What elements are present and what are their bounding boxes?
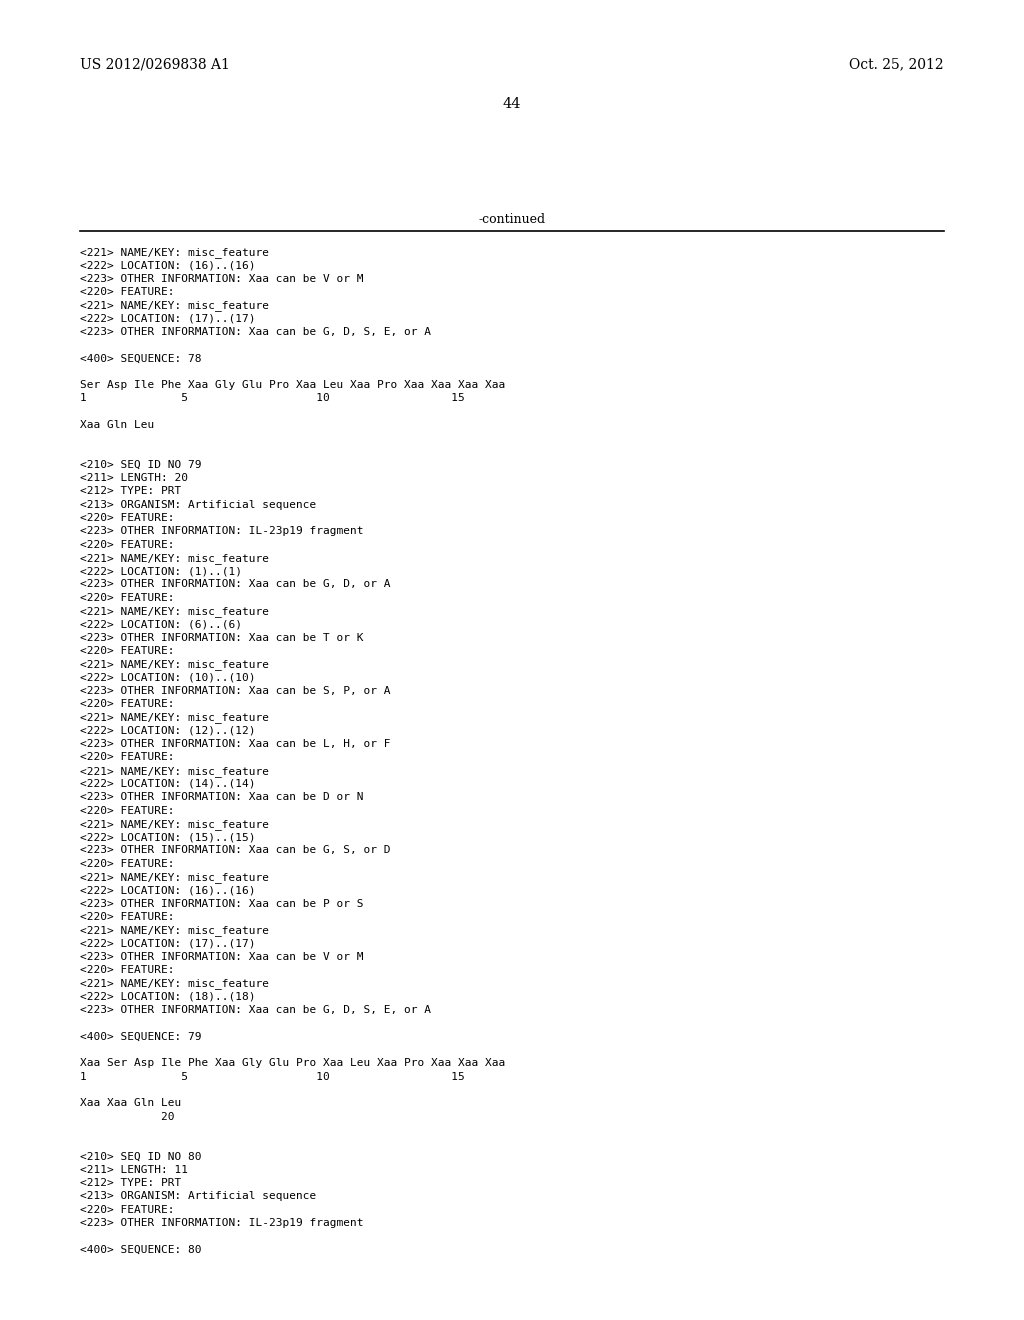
- Text: <212> TYPE: PRT: <212> TYPE: PRT: [80, 486, 181, 496]
- Text: <222> LOCATION: (16)..(16): <222> LOCATION: (16)..(16): [80, 886, 256, 895]
- Text: <212> TYPE: PRT: <212> TYPE: PRT: [80, 1177, 181, 1188]
- Text: Ser Asp Ile Phe Xaa Gly Glu Pro Xaa Leu Xaa Pro Xaa Xaa Xaa Xaa: Ser Asp Ile Phe Xaa Gly Glu Pro Xaa Leu …: [80, 380, 505, 389]
- Text: <222> LOCATION: (17)..(17): <222> LOCATION: (17)..(17): [80, 314, 256, 323]
- Text: <222> LOCATION: (16)..(16): <222> LOCATION: (16)..(16): [80, 260, 256, 271]
- Text: <223> OTHER INFORMATION: IL-23p19 fragment: <223> OTHER INFORMATION: IL-23p19 fragme…: [80, 527, 364, 536]
- Text: <221> NAME/KEY: misc_feature: <221> NAME/KEY: misc_feature: [80, 606, 269, 616]
- Text: <222> LOCATION: (10)..(10): <222> LOCATION: (10)..(10): [80, 673, 256, 682]
- Text: <210> SEQ ID NO 79: <210> SEQ ID NO 79: [80, 459, 202, 470]
- Text: <213> ORGANISM: Artificial sequence: <213> ORGANISM: Artificial sequence: [80, 1192, 316, 1201]
- Text: Xaa Xaa Gln Leu: Xaa Xaa Gln Leu: [80, 1098, 181, 1109]
- Text: Oct. 25, 2012: Oct. 25, 2012: [849, 57, 944, 71]
- Text: <221> NAME/KEY: misc_feature: <221> NAME/KEY: misc_feature: [80, 713, 269, 723]
- Text: <211> LENGTH: 20: <211> LENGTH: 20: [80, 473, 188, 483]
- Text: <221> NAME/KEY: misc_feature: <221> NAME/KEY: misc_feature: [80, 818, 269, 830]
- Text: 20: 20: [80, 1111, 174, 1122]
- Text: <213> ORGANISM: Artificial sequence: <213> ORGANISM: Artificial sequence: [80, 500, 316, 510]
- Text: <221> NAME/KEY: misc_feature: <221> NAME/KEY: misc_feature: [80, 300, 269, 312]
- Text: <221> NAME/KEY: misc_feature: <221> NAME/KEY: misc_feature: [80, 978, 269, 990]
- Text: <220> FEATURE:: <220> FEATURE:: [80, 593, 174, 603]
- Text: <400> SEQUENCE: 78: <400> SEQUENCE: 78: [80, 354, 202, 363]
- Text: <223> OTHER INFORMATION: Xaa can be V or M: <223> OTHER INFORMATION: Xaa can be V or…: [80, 952, 364, 962]
- Text: 1              5                   10                  15: 1 5 10 15: [80, 1072, 465, 1081]
- Text: <220> FEATURE:: <220> FEATURE:: [80, 513, 174, 523]
- Text: <223> OTHER INFORMATION: Xaa can be T or K: <223> OTHER INFORMATION: Xaa can be T or…: [80, 632, 364, 643]
- Text: <220> FEATURE:: <220> FEATURE:: [80, 540, 174, 549]
- Text: <223> OTHER INFORMATION: Xaa can be G, D, or A: <223> OTHER INFORMATION: Xaa can be G, D…: [80, 579, 390, 590]
- Text: <223> OTHER INFORMATION: IL-23p19 fragment: <223> OTHER INFORMATION: IL-23p19 fragme…: [80, 1218, 364, 1228]
- Text: <223> OTHER INFORMATION: Xaa can be G, D, S, E, or A: <223> OTHER INFORMATION: Xaa can be G, D…: [80, 1005, 431, 1015]
- Text: <221> NAME/KEY: misc_feature: <221> NAME/KEY: misc_feature: [80, 659, 269, 671]
- Text: 1              5                   10                  15: 1 5 10 15: [80, 393, 465, 404]
- Text: <210> SEQ ID NO 80: <210> SEQ ID NO 80: [80, 1151, 202, 1162]
- Text: <223> OTHER INFORMATION: Xaa can be D or N: <223> OTHER INFORMATION: Xaa can be D or…: [80, 792, 364, 803]
- Text: <221> NAME/KEY: misc_feature: <221> NAME/KEY: misc_feature: [80, 925, 269, 936]
- Text: <221> NAME/KEY: misc_feature: <221> NAME/KEY: misc_feature: [80, 873, 269, 883]
- Text: <222> LOCATION: (14)..(14): <222> LOCATION: (14)..(14): [80, 779, 256, 789]
- Text: <223> OTHER INFORMATION: Xaa can be P or S: <223> OTHER INFORMATION: Xaa can be P or…: [80, 899, 364, 908]
- Text: <221> NAME/KEY: misc_feature: <221> NAME/KEY: misc_feature: [80, 553, 269, 564]
- Text: <220> FEATURE:: <220> FEATURE:: [80, 700, 174, 709]
- Text: <223> OTHER INFORMATION: Xaa can be G, D, S, E, or A: <223> OTHER INFORMATION: Xaa can be G, D…: [80, 327, 431, 337]
- Text: <220> FEATURE:: <220> FEATURE:: [80, 645, 174, 656]
- Text: <223> OTHER INFORMATION: Xaa can be G, S, or D: <223> OTHER INFORMATION: Xaa can be G, S…: [80, 846, 390, 855]
- Text: <223> OTHER INFORMATION: Xaa can be V or M: <223> OTHER INFORMATION: Xaa can be V or…: [80, 273, 364, 284]
- Text: <223> OTHER INFORMATION: Xaa can be S, P, or A: <223> OTHER INFORMATION: Xaa can be S, P…: [80, 686, 390, 696]
- Text: Xaa Ser Asp Ile Phe Xaa Gly Glu Pro Xaa Leu Xaa Pro Xaa Xaa Xaa: Xaa Ser Asp Ile Phe Xaa Gly Glu Pro Xaa …: [80, 1059, 505, 1068]
- Text: <220> FEATURE:: <220> FEATURE:: [80, 805, 174, 816]
- Text: <220> FEATURE:: <220> FEATURE:: [80, 965, 174, 975]
- Text: -continued: -continued: [478, 213, 546, 226]
- Text: US 2012/0269838 A1: US 2012/0269838 A1: [80, 57, 229, 71]
- Text: <222> LOCATION: (17)..(17): <222> LOCATION: (17)..(17): [80, 939, 256, 949]
- Text: <400> SEQUENCE: 79: <400> SEQUENCE: 79: [80, 1032, 202, 1041]
- Text: <211> LENGTH: 11: <211> LENGTH: 11: [80, 1164, 188, 1175]
- Text: <220> FEATURE:: <220> FEATURE:: [80, 286, 174, 297]
- Text: <220> FEATURE:: <220> FEATURE:: [80, 752, 174, 763]
- Text: <222> LOCATION: (18)..(18): <222> LOCATION: (18)..(18): [80, 991, 256, 1002]
- Text: <221> NAME/KEY: misc_feature: <221> NAME/KEY: misc_feature: [80, 247, 269, 257]
- Text: <222> LOCATION: (1)..(1): <222> LOCATION: (1)..(1): [80, 566, 242, 577]
- Text: <222> LOCATION: (12)..(12): <222> LOCATION: (12)..(12): [80, 726, 256, 735]
- Text: 44: 44: [503, 96, 521, 111]
- Text: <220> FEATURE:: <220> FEATURE:: [80, 1205, 174, 1214]
- Text: <222> LOCATION: (6)..(6): <222> LOCATION: (6)..(6): [80, 619, 242, 630]
- Text: <400> SEQUENCE: 80: <400> SEQUENCE: 80: [80, 1245, 202, 1254]
- Text: <223> OTHER INFORMATION: Xaa can be L, H, or F: <223> OTHER INFORMATION: Xaa can be L, H…: [80, 739, 390, 750]
- Text: <220> FEATURE:: <220> FEATURE:: [80, 912, 174, 921]
- Text: <222> LOCATION: (15)..(15): <222> LOCATION: (15)..(15): [80, 832, 256, 842]
- Text: <221> NAME/KEY: misc_feature: <221> NAME/KEY: misc_feature: [80, 766, 269, 776]
- Text: <220> FEATURE:: <220> FEATURE:: [80, 859, 174, 869]
- Text: Xaa Gln Leu: Xaa Gln Leu: [80, 420, 155, 430]
